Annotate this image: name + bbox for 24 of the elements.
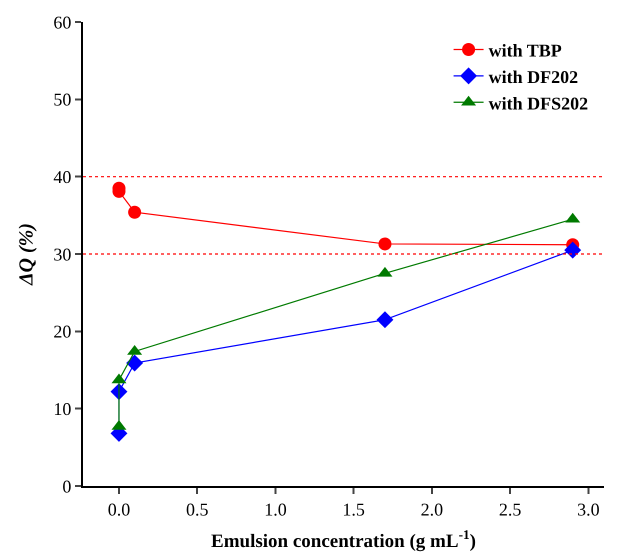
point	[378, 237, 392, 250]
x-tick-label: 3.0	[577, 500, 600, 520]
y-tick-label: 60	[53, 12, 72, 32]
point	[376, 311, 394, 328]
y-tick-label: 30	[53, 244, 72, 264]
point	[126, 354, 144, 372]
y-tick-label: 20	[53, 322, 72, 342]
x-tick-label: 1.0	[264, 500, 287, 520]
y-axis-title: ΔQ (%)	[15, 223, 38, 286]
point	[128, 206, 142, 219]
legend-label: with DF202	[488, 66, 578, 87]
y-tick-label: 40	[53, 166, 72, 187]
y-tick-label: 10	[53, 398, 72, 419]
x-tick-label: 2.5	[498, 500, 522, 520]
y-tick-label: 0	[62, 476, 72, 496]
x-tick-label: 2.0	[420, 500, 444, 520]
legend-label: with DFS202	[488, 93, 588, 114]
point	[564, 242, 582, 259]
y-tick-label: 50	[53, 90, 72, 110]
legend-label: with TBP	[488, 40, 562, 60]
x-axis-title: Emulsion concentration (g mL$^{-1}$)	[211, 526, 476, 552]
x-tick-label: 1.5	[342, 500, 365, 520]
x-tick-label: 0.0	[108, 500, 130, 520]
x-tick-label: 0.5	[186, 500, 208, 520]
